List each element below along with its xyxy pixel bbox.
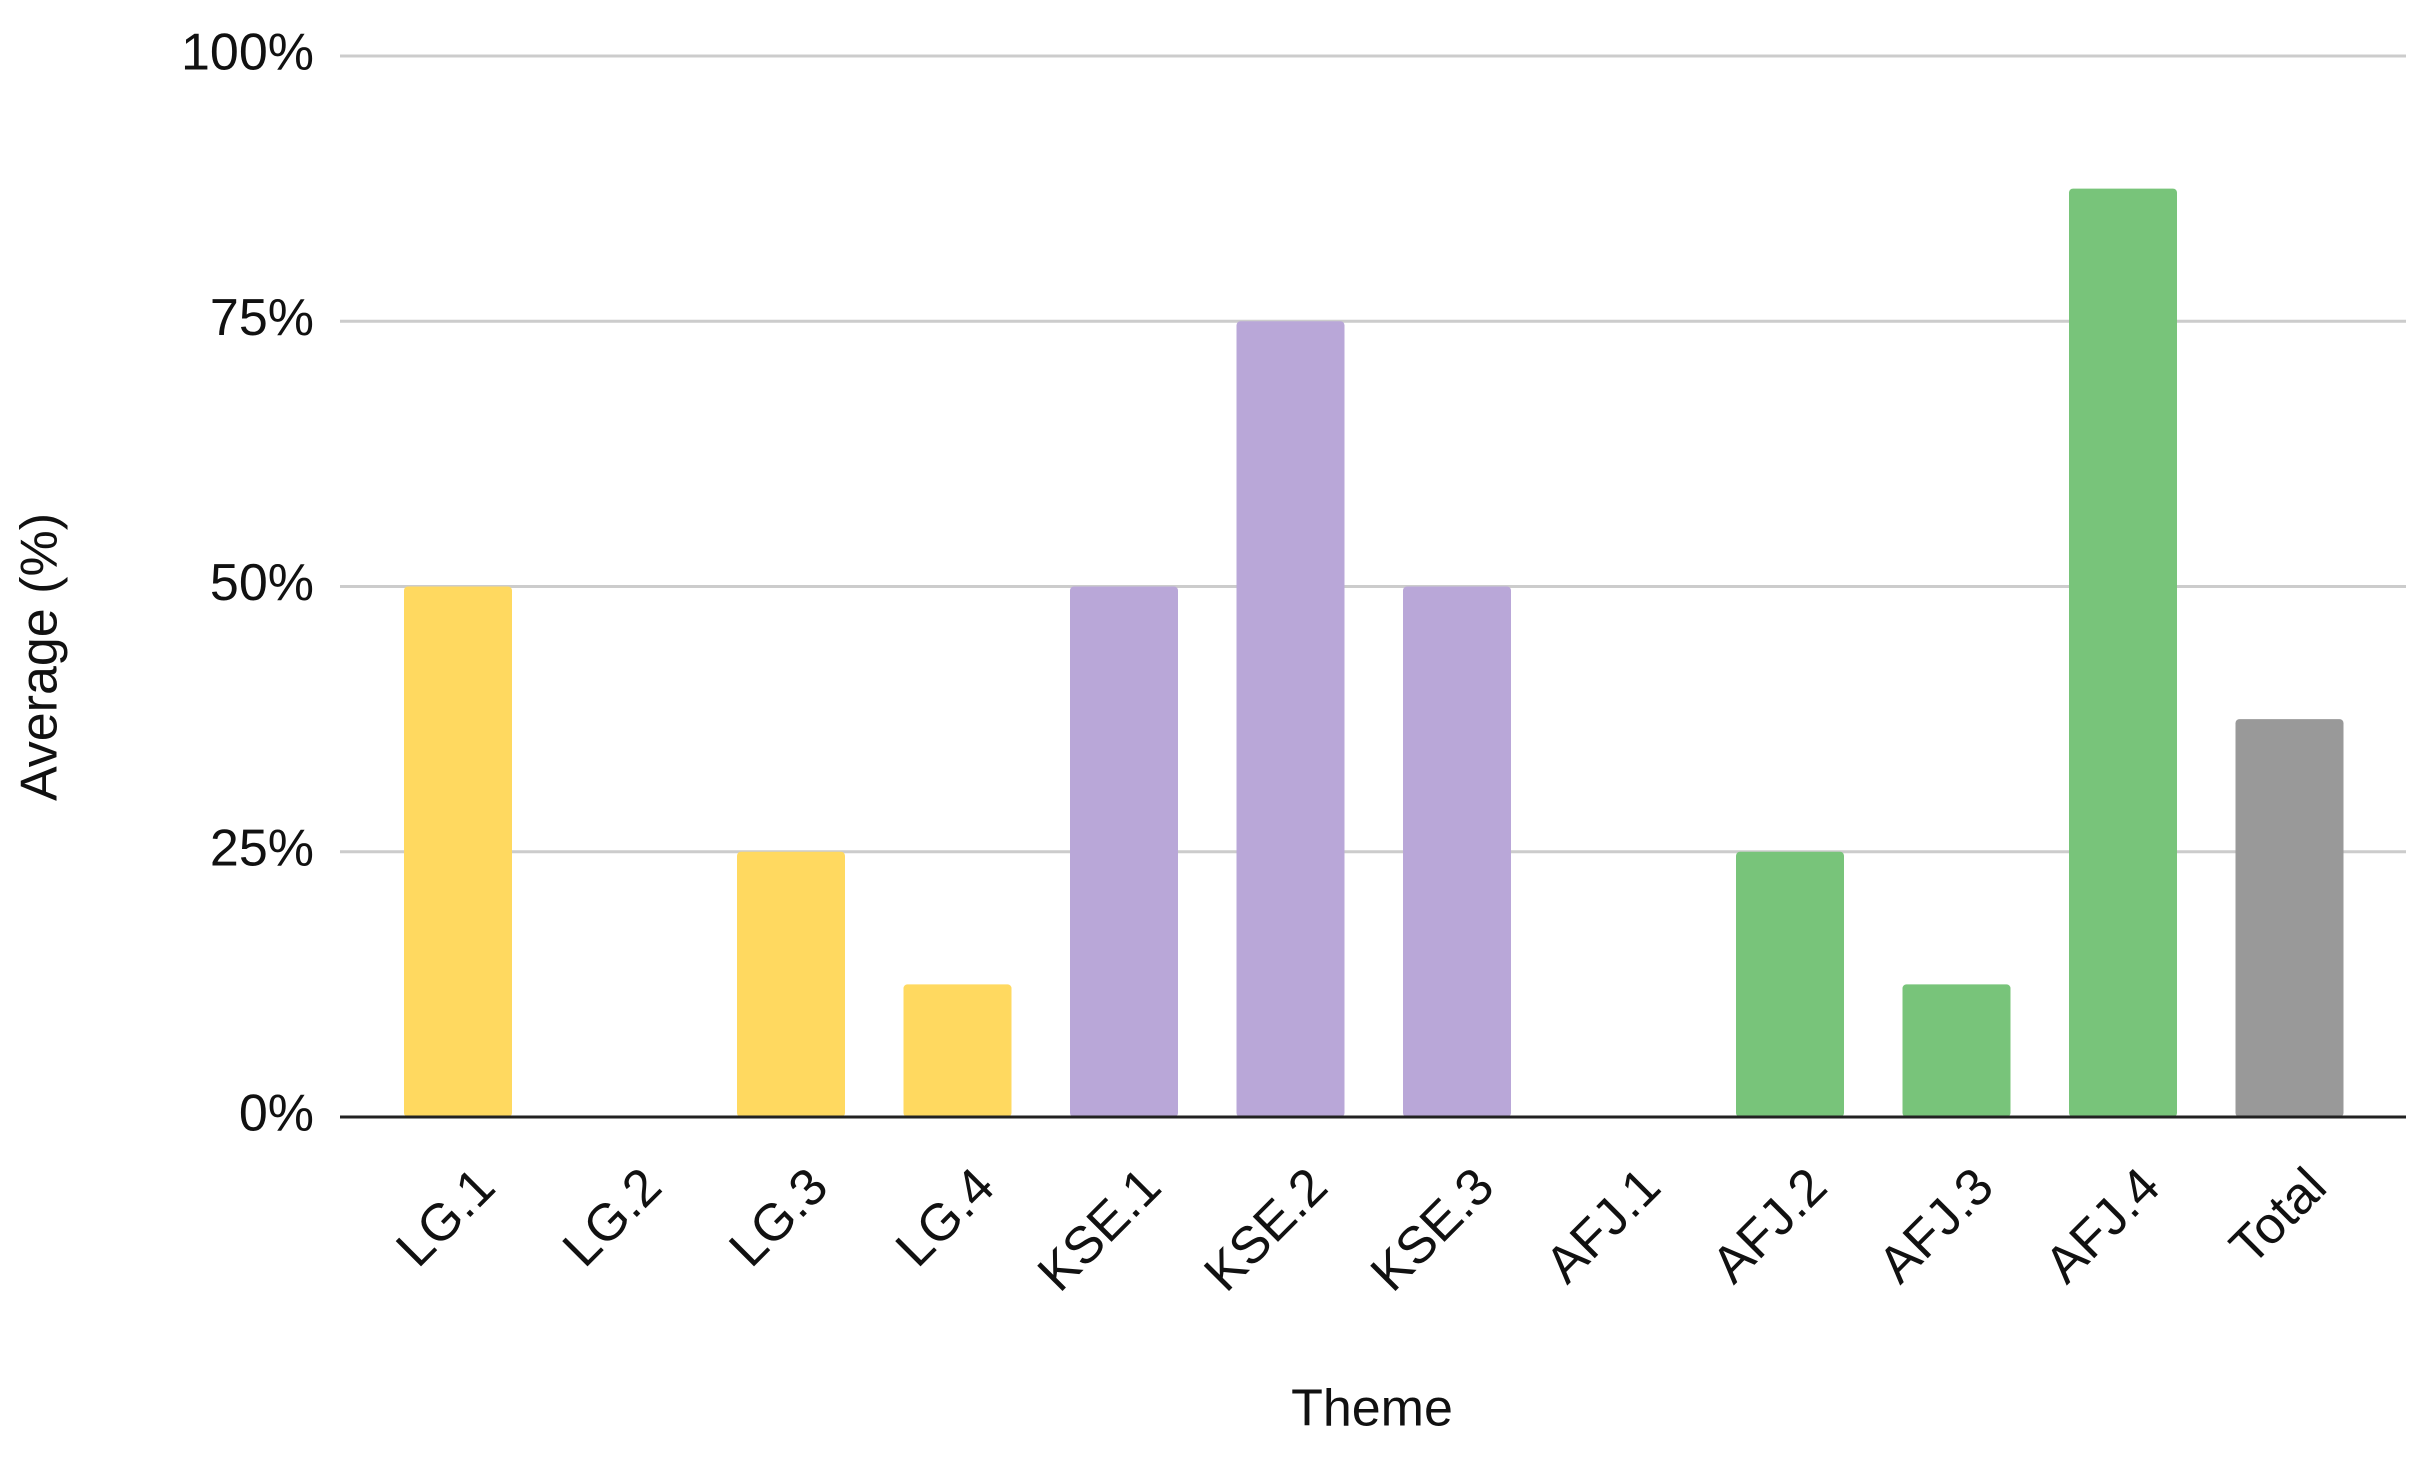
x-tick-label: AFJ.3 <box>1868 1157 2005 1294</box>
y-tick-label: 100% <box>181 24 314 82</box>
bar <box>2069 188 2177 1117</box>
bar <box>1902 984 2011 1117</box>
x-tick-label: LG.1 <box>385 1157 506 1278</box>
y-tick-label: 0% <box>239 1085 314 1143</box>
y-tick-label: 50% <box>210 554 314 612</box>
x-tick-label: Total <box>2219 1157 2338 1276</box>
x-tick-label: KSE.1 <box>1027 1157 1172 1302</box>
x-tick-label: KSE.3 <box>1360 1157 1505 1302</box>
x-tick-label: LG.2 <box>552 1157 673 1278</box>
y-tick-label: 75% <box>210 289 314 347</box>
y-axis-title: Average (%) <box>11 513 69 801</box>
bar <box>2235 719 2344 1117</box>
x-axis-title: Theme <box>1291 1380 1453 1438</box>
bar <box>903 984 1012 1117</box>
bar <box>1236 321 1345 1117</box>
x-tick-label: LG.3 <box>718 1157 839 1278</box>
bar <box>737 851 845 1117</box>
x-tick-label: AFJ.2 <box>1701 1157 1838 1294</box>
x-tick-label: KSE.2 <box>1193 1157 1338 1302</box>
bar <box>1403 586 1511 1117</box>
y-tick-label: 25% <box>210 819 314 877</box>
x-tick-label: AFJ.4 <box>2034 1157 2171 1294</box>
x-tick-label: AFJ.1 <box>1535 1157 1672 1294</box>
bar <box>404 586 512 1117</box>
bar <box>1070 586 1178 1117</box>
x-tick-label: LG.4 <box>885 1157 1006 1278</box>
bar <box>1736 851 1844 1117</box>
